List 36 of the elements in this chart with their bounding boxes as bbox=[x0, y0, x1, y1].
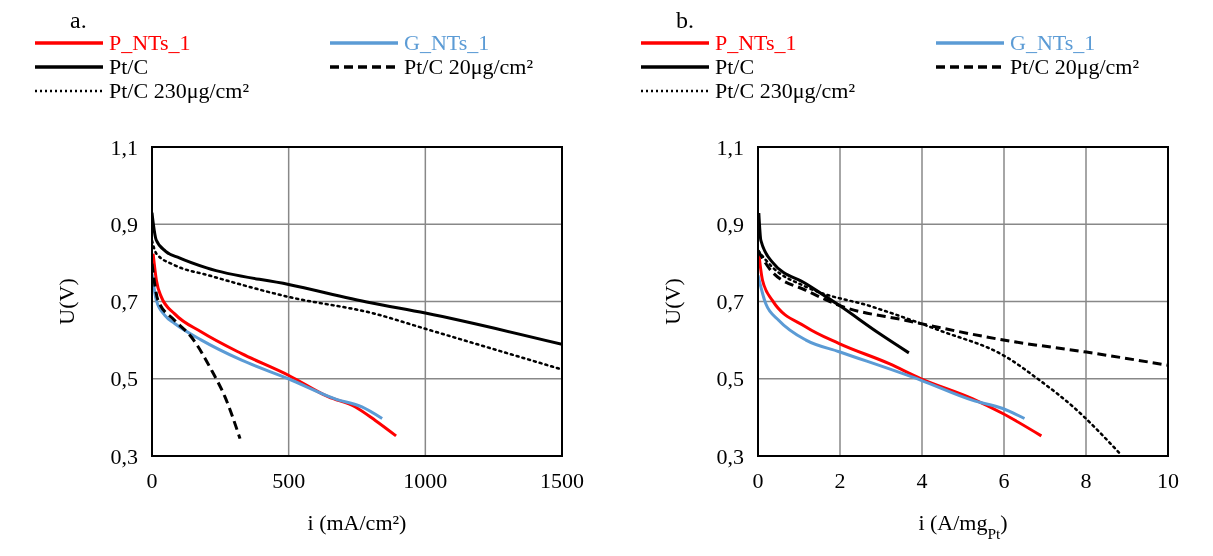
y-tick-label: 1,1 bbox=[110, 134, 138, 160]
x-tick-label: 500 bbox=[272, 468, 306, 493]
y-tick-label: 0,3 bbox=[110, 443, 138, 469]
x-tick-label: 1500 bbox=[540, 468, 584, 493]
legend-label: Pt/C 20μg/cm² bbox=[1010, 54, 1140, 79]
y-tick-label: 1,1 bbox=[716, 134, 744, 160]
legend-label: Pt/C 20μg/cm² bbox=[404, 54, 534, 79]
x-tick-label: 2 bbox=[834, 468, 846, 493]
legend-label: Pt/C bbox=[109, 54, 149, 79]
x-axis-title: i (mA/cm²) bbox=[307, 510, 407, 535]
legend-label: P_NTs_1 bbox=[109, 30, 191, 55]
chart-title: a. bbox=[70, 7, 87, 33]
y-tick-label: 0,3 bbox=[716, 443, 744, 469]
x-tick-label: 4 bbox=[916, 468, 928, 493]
y-axis-title: U(V) bbox=[660, 278, 685, 325]
legend-label: Pt/C 230μg/cm² bbox=[109, 78, 250, 103]
x-tick-label: 6 bbox=[998, 468, 1010, 493]
legend-label: Pt/C 230μg/cm² bbox=[715, 78, 856, 103]
x-tick-label: 0 bbox=[752, 468, 764, 493]
x-axis-title: i (A/mg$_{Pt}$) bbox=[918, 510, 1008, 542]
x-tick-label: 10 bbox=[1157, 468, 1179, 493]
y-tick-label: 0,9 bbox=[110, 211, 138, 237]
x-tick-label: 1000 bbox=[403, 468, 448, 493]
y-axis-title: U(V) bbox=[54, 278, 79, 325]
legend-label: G_NTs_1 bbox=[404, 30, 490, 55]
y-tick-label: 0,9 bbox=[716, 211, 744, 237]
legend-label: P_NTs_1 bbox=[715, 30, 797, 55]
y-tick-label: 0,5 bbox=[110, 366, 138, 392]
chart-title: b. bbox=[676, 7, 694, 33]
x-tick-label: 0 bbox=[146, 468, 158, 493]
x-tick-label: 8 bbox=[1080, 468, 1092, 493]
legend-label: G_NTs_1 bbox=[1010, 30, 1096, 55]
y-tick-label: 0,7 bbox=[716, 289, 744, 315]
y-tick-label: 0,7 bbox=[110, 289, 138, 315]
y-tick-label: 0,5 bbox=[716, 366, 744, 392]
legend-label: Pt/C bbox=[715, 54, 755, 79]
